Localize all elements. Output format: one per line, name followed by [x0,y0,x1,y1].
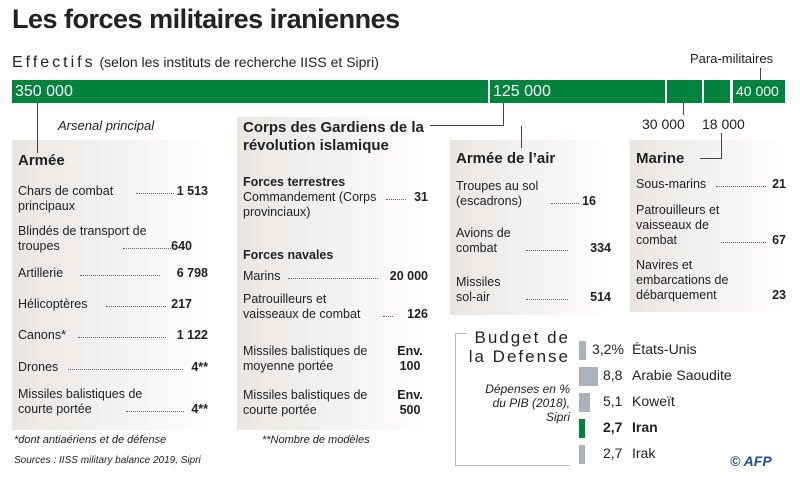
budget-border [455,465,570,466]
connector [430,125,504,126]
marine-panel [630,140,790,312]
effectifs-note: (selon les instituts de recherche IISS e… [99,54,379,70]
budget-bar [579,419,585,438]
armee-row: Hélicoptères 217 [18,297,192,311]
budget-country: États-Unis [632,341,697,357]
air-row: Troupes au sol (escadrons) 16 [456,179,596,208]
segment-air [667,80,702,103]
afp-logo: © AFP [730,453,772,469]
armee-row: Drones 4** [18,360,208,374]
air-row: Missiles sol-air 514 [456,275,611,304]
budget-subtitle: Dépenses en % du PIB (2018), Sipri [485,382,570,424]
corps-terrestres: Forces terrestres [243,175,346,189]
connector [37,103,38,153]
connector [503,103,504,126]
budget-bar [579,367,598,386]
marine-value: 18 000 [702,116,745,132]
budget-value: 2,7 [603,419,623,435]
connector [521,126,522,148]
budget-bar [579,393,590,412]
marine-row: Patrouilleurs et vaisseaux de combat 67 [636,203,786,247]
budget-country: Arabie Saoudite [632,367,732,383]
corps-title: Corps des Gardiens de la révolution isla… [243,119,424,154]
connector [700,158,722,159]
budget-country: Koweït [632,393,675,409]
effectifs-label: Effectifs [12,54,96,71]
footnote-star: *dont antiaériens et de défense [14,434,167,446]
footnote-dstar: **Nombre de modèles [262,434,370,446]
air-title: Armée de l’air [456,150,556,167]
armee-row: Artillerie 6 798 [18,266,208,280]
corps-row: Marins 20 000 [243,269,428,283]
budget-title: Budget de la Defense [468,328,570,366]
air-panel [450,140,615,315]
air-row: Avions de combat 334 [456,226,611,255]
corps-row: Missiles balistiques de courte portée Env… [243,388,423,417]
armee-row: Chars de combat principaux 1 513 [18,184,208,213]
segment-para: 40 000 [733,80,785,103]
corps-navales: Forces navales [243,248,334,262]
budget-value: 2,7 [603,445,623,461]
budget-border [455,333,456,465]
air-value: 30 000 [642,116,685,132]
corps-row: Patrouilleurs et vaisseaux de combat 126 [243,292,428,321]
segment-marine [704,80,730,103]
segment-corps: 125 000 [490,80,665,103]
marine-row: Navires et embarcations de débarquement 2… [636,258,786,302]
connector [683,103,684,115]
budget-value: 8,8 [603,367,623,383]
para-label: Para-militaires [690,51,774,66]
armee-row: Canons* 1 122 [18,328,208,342]
budget-border [455,333,467,334]
segment-armee: 350 000 [12,80,488,103]
armee-row: Missiles balistiques de courte portée 4** [18,387,208,416]
corps-row: Missiles balistiques de moyenne portée En… [243,344,423,373]
armee-panel [12,140,217,430]
marine-row: Sous-marins 21 [636,177,786,191]
page-title: Les forces militaires iraniennes [12,4,400,34]
effectifs-heading: Effectifs (selon les instituts de recher… [12,54,379,72]
armee-title: Armée [18,152,65,169]
budget-bar [579,341,586,360]
corps-panel [237,117,433,430]
marine-title: Marine [636,150,685,167]
armee-row: Blindés de transport de troupes 640 [18,224,192,253]
connector [721,133,722,158]
corps-row: Commandement (Corps provinciaux) 31 [243,190,428,219]
connector [760,68,761,80]
budget-value: 5,1 [603,393,623,409]
budget-country: Iran [632,419,658,435]
budget-country: Irak [632,445,656,461]
arsenal-label: Arsenal principal [58,118,155,133]
budget-value: 3,2% [592,341,624,357]
budget-bar [579,445,585,464]
sources: Sources : IISS military balance 2019, Si… [14,455,201,466]
